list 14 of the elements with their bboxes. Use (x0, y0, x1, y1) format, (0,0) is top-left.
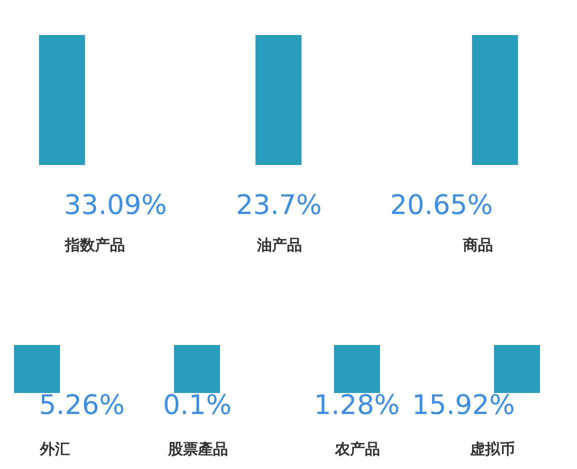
data-label: 15.92% (412, 390, 515, 421)
category-label: 虚拟币 (469, 440, 515, 458)
category-label: 农产品 (334, 440, 380, 458)
data-label: 33.09% (64, 190, 167, 221)
category-label: 外汇 (39, 440, 70, 458)
category-label: 油产品 (256, 236, 302, 254)
data-label: 1.28% (314, 390, 400, 421)
category-label: 商品 (462, 236, 493, 254)
data-label: 0.1% (163, 390, 232, 421)
category-label: 股票產品 (167, 440, 228, 458)
data-label: 23.7% (236, 190, 322, 221)
data-label: 5.26% (39, 390, 125, 421)
data-label: 20.65% (390, 190, 493, 221)
category-label: 指数产品 (64, 236, 125, 254)
